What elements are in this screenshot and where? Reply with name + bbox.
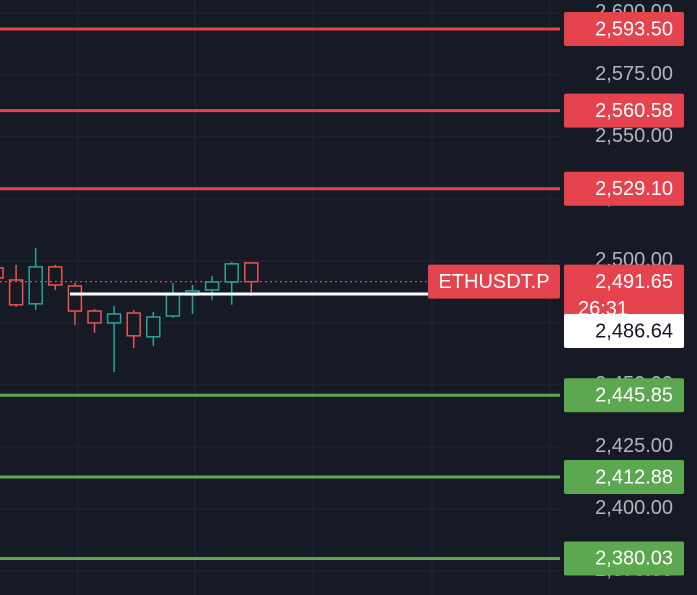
y-tick-label: 2,575.00: [595, 63, 673, 85]
level-label: 2,445.85: [595, 385, 673, 407]
candle-body: [28, 266, 43, 305]
candle-body: [8, 279, 24, 306]
candle-body: [204, 281, 220, 291]
last-price-box: [564, 264, 684, 327]
symbol-label: ETHUSDT.P: [438, 271, 549, 293]
candle-body: [106, 313, 122, 324]
candle-body: [126, 312, 141, 337]
symbol-box: [428, 264, 560, 299]
level-label: 2,560.58: [595, 100, 673, 122]
last-price-label: 2,491.65: [595, 271, 673, 293]
level-label: 2,380.03: [595, 548, 673, 570]
candle-body: [244, 262, 259, 283]
level-label-box: [564, 93, 684, 128]
mark-price-label: 2,486.64: [595, 320, 673, 342]
candle-body: [146, 316, 161, 338]
level-label: 2,593.50: [595, 18, 673, 40]
level-label-box: [564, 541, 684, 576]
candle-body: [48, 266, 63, 286]
mark-price-box: [564, 314, 684, 349]
candle-body: [165, 294, 181, 317]
candle-body: [67, 285, 83, 312]
y-tick-label: 2,550.00: [595, 125, 673, 147]
level-label-box: [564, 171, 684, 206]
level-label-box: [564, 459, 684, 494]
y-tick-label: 2,425.00: [595, 435, 673, 457]
candle-body: [87, 310, 102, 324]
level-label: 2,412.88: [595, 466, 673, 488]
candle-body: [0, 267, 4, 279]
level-label-box: [564, 12, 684, 47]
candle-body: [224, 263, 239, 283]
level-label-box: [564, 378, 684, 413]
level-label: 2,529.10: [595, 178, 673, 200]
y-tick-label: 2,400.00: [595, 497, 673, 519]
